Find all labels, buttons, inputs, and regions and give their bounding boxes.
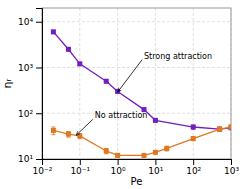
x-tick-label: 10² [186,166,201,176]
x-tick-mark [80,159,81,165]
error-bar [165,146,169,151]
x-grid-line [117,8,118,159]
x-tick-mark [193,159,194,165]
error-bar [142,154,146,157]
y-tick-label: 10¹ [18,154,33,164]
point [115,153,120,158]
chart: 10⁻² 10⁻¹ 10⁰ 10¹ 10² 10³ 10¹ 10² 10³ 10⁴ Strong a… [0,0,242,189]
x-tick-label: 10¹ [148,166,163,176]
x-tick-mark [231,159,232,165]
series-line [53,32,231,129]
point [229,125,232,130]
y-axis: 10¹ 10² 10³ 10⁴ [18,9,43,165]
series [51,29,231,131]
x-tick-label: 10³ [224,166,239,176]
y-axis-title: ηᵣ [1,78,14,88]
error-bar [153,119,157,122]
point [77,133,82,138]
error-bar [78,134,82,139]
y-tick: 10³ [18,63,42,73]
annotation: No attraction [95,111,148,120]
x-grid-line [155,8,156,159]
annotation-arrow [76,119,93,135]
error-bar [51,30,55,33]
point [66,132,71,137]
point [104,79,109,84]
point [229,125,232,130]
error-bar-cap [51,134,55,135]
point [51,29,56,34]
error-bar [104,148,108,153]
grid [42,8,231,159]
error-bar [191,137,195,141]
error-bar [116,154,120,157]
point [164,146,169,151]
error-bar-cap [66,137,70,138]
y-tick-mark [36,113,42,114]
y-tick: 10² [18,109,42,119]
x-tick-label: 10⁰ [111,166,126,176]
point [66,47,71,52]
y-grid-line [42,21,231,22]
plot-frame [42,8,231,159]
x-axis-title: Pe [131,176,143,187]
x-tick-mark [155,159,156,165]
point [191,136,196,141]
point [217,127,222,132]
point [142,153,147,158]
x-axis-line [43,160,232,166]
x-tick-mark [118,159,119,165]
point [104,148,109,153]
annotation-arrow [118,60,142,92]
series [51,125,231,158]
point [153,118,158,123]
error-bar [218,127,222,131]
x-tick: 10¹ [148,159,163,176]
y-tick-label: 10³ [18,63,33,73]
y-tick: 10¹ [18,154,42,164]
point [217,127,222,132]
y-tick-label: 10² [18,109,33,119]
marks [51,29,231,157]
y-tick-label: 10⁴ [18,17,33,27]
error-bar-cap [51,127,55,128]
error-bar [66,48,70,51]
x-tick: 10⁻¹ [70,159,90,176]
error-bar [191,125,195,129]
error-bar [78,62,82,65]
y-tick-mark [36,159,42,160]
error-bar [104,80,108,83]
point [77,61,82,66]
plot: 10⁻² 10⁻¹ 10⁰ 10¹ 10² 10³ 10¹ 10² 10³ 10⁴ Strong a… [18,8,239,176]
y-tick-mark [36,67,42,68]
x-tick: 10⁻² [33,159,53,176]
x-axis: 10⁻² 10⁻¹ 10⁰ 10¹ 10² 10³ [33,159,240,176]
y-tick: 10⁴ [18,17,42,27]
error-bar [218,127,222,131]
x-tick-label: 10⁻² [33,166,53,176]
x-tick: 10⁰ [111,159,126,176]
annotations: Strong attraction No attraction [76,52,212,136]
error-bar [51,127,55,135]
y-tick-mark [36,22,42,23]
x-tick: 10³ [224,159,239,176]
point [51,128,56,133]
x-tick: 10² [186,159,201,176]
point [153,150,158,155]
y-axis-line [36,9,43,160]
annotation: Strong attraction [144,52,212,61]
error-bar [229,125,231,129]
error-bar [66,131,70,137]
x-tick-label: 10⁻¹ [70,166,90,176]
point [191,125,196,130]
